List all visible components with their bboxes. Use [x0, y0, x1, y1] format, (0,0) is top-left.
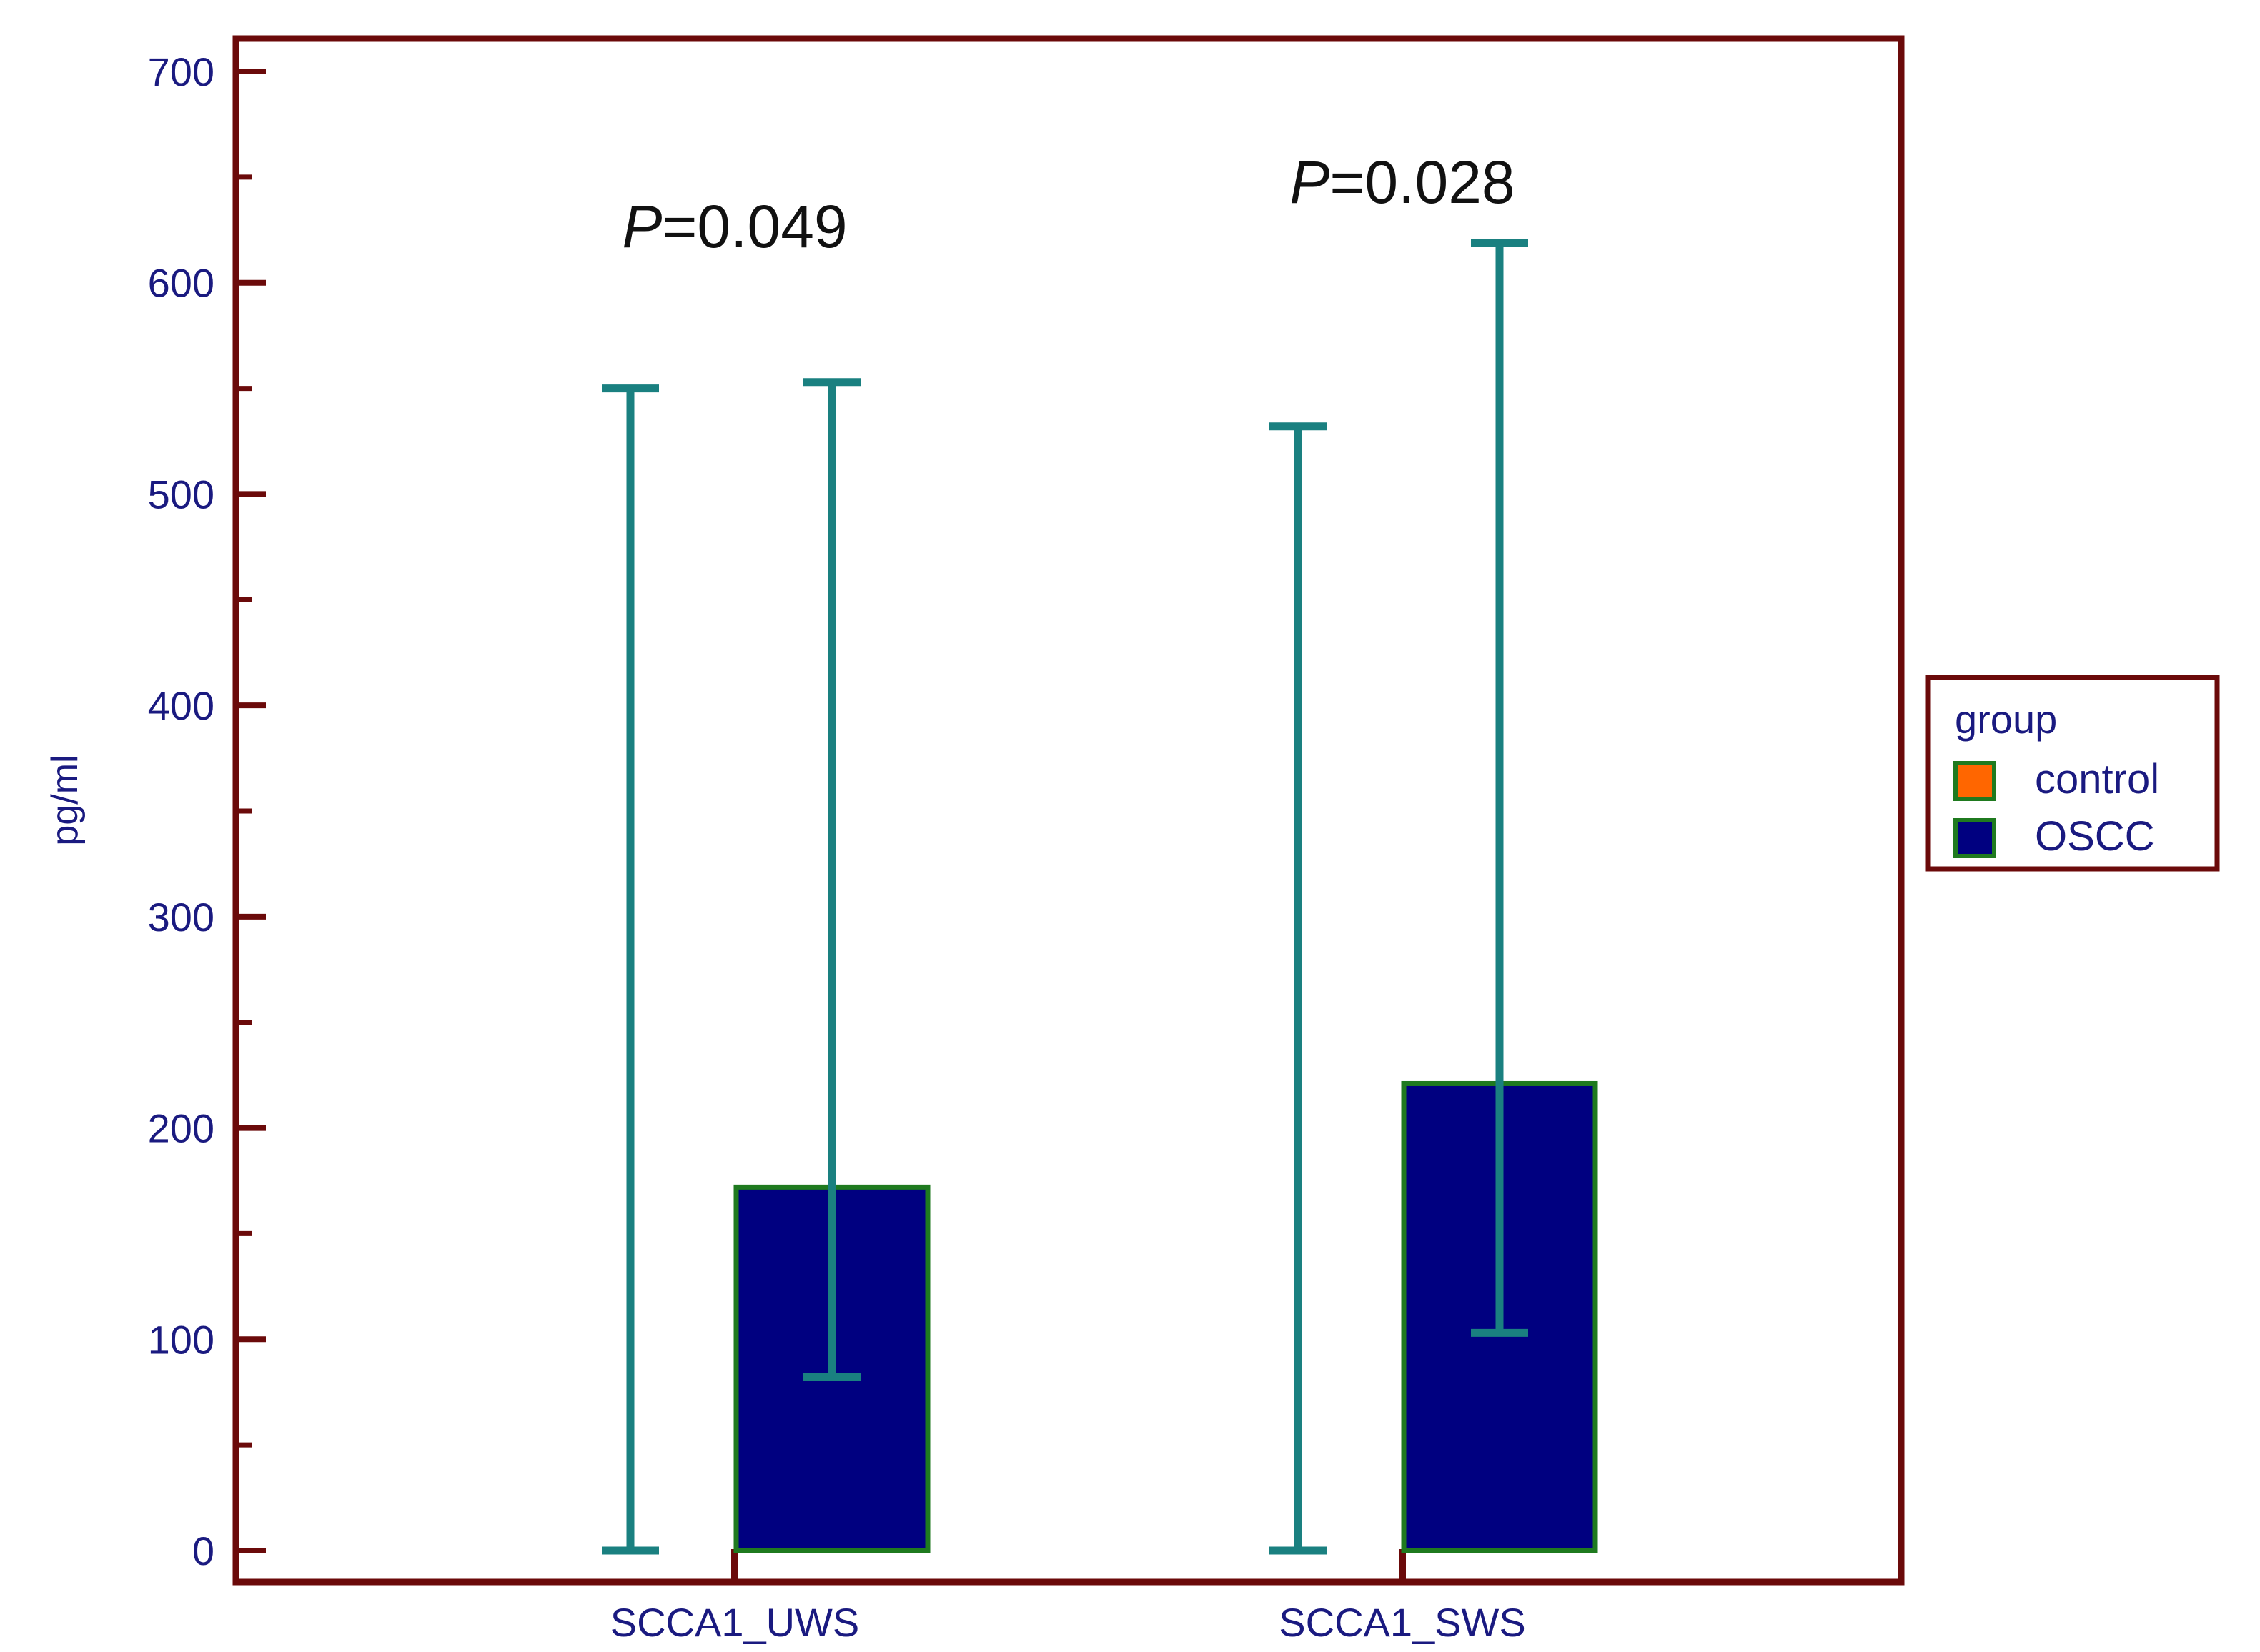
x-tick-label: SCCA1_UWS: [610, 1600, 860, 1645]
legend-label: OSCC: [2035, 813, 2155, 860]
bars: [733, 1080, 1598, 1553]
legend-label: control: [2035, 756, 2159, 802]
y-tick-label: 500: [148, 472, 214, 517]
y-tick-label: 300: [148, 895, 214, 940]
y-axis-label: pg/ml: [44, 755, 86, 845]
annotations: P=0.049 P=0.028: [622, 149, 1515, 260]
p-value-annotation: P=0.028: [1289, 149, 1515, 216]
y-tick-label: 600: [148, 261, 214, 306]
legend-title: group: [1955, 697, 2057, 742]
legend-swatch-control: [1953, 761, 1996, 801]
x-axis: SCCA1_UWS SCCA1_SWS: [610, 1549, 1526, 1645]
y-tick-label: 200: [148, 1106, 214, 1151]
y-axis: 0 100 200 300 400 500 600 700: [148, 49, 266, 1573]
y-tick-label: 700: [148, 49, 214, 94]
p-value-annotation: P=0.049: [622, 193, 847, 260]
legend: group control OSCC: [1925, 675, 2220, 872]
plot-frame: [232, 35, 1905, 1586]
y-tick-label: 100: [148, 1317, 214, 1362]
error-bars: [602, 239, 1528, 1555]
y-tick-label: 0: [192, 1528, 214, 1573]
x-tick-label: SCCA1_SWS: [1279, 1600, 1525, 1645]
legend-swatch-oscc: [1953, 818, 1996, 858]
legend-entries: control OSCC: [1953, 756, 2159, 860]
y-tick-label: 400: [148, 683, 214, 728]
